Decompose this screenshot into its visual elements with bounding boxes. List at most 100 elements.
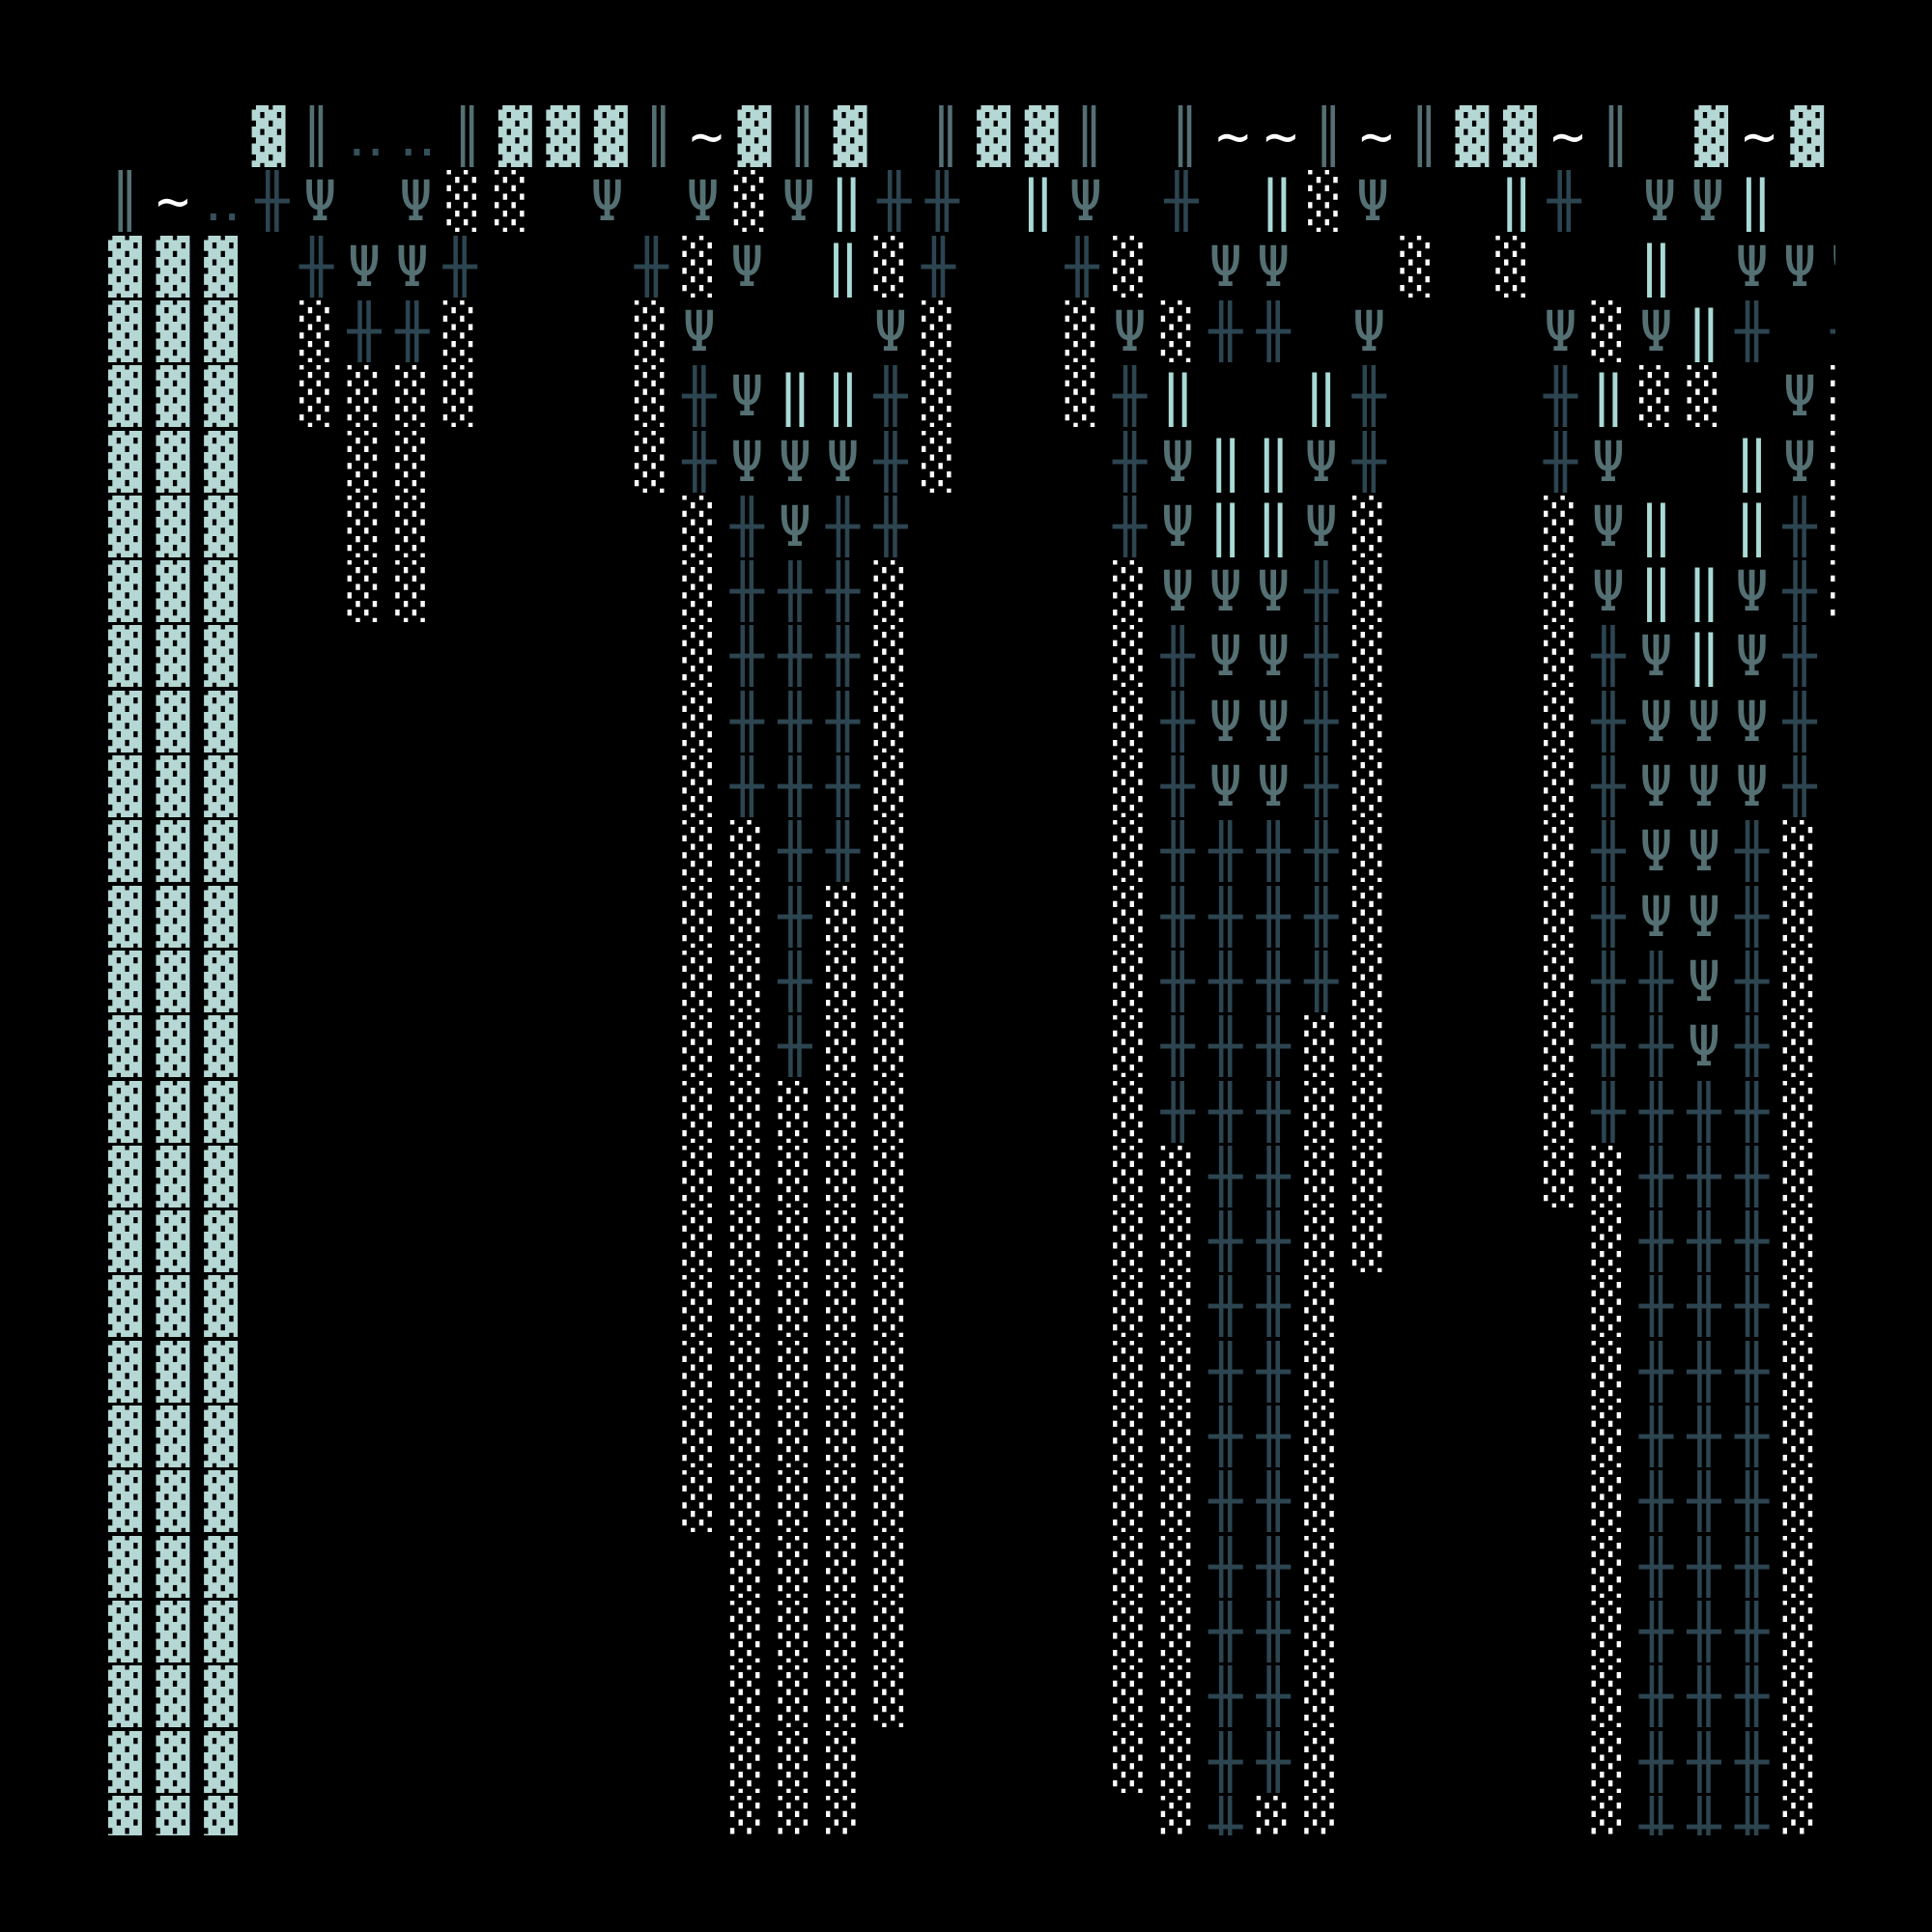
blank-cell [491,1146,539,1208]
dense-block-glyph: ▓ [156,430,205,493]
dot-shade-glyph: ░ [395,365,443,428]
cross-glyph: ╫ [347,299,396,362]
dot-shade-glyph: ░ [922,365,970,428]
dot-shade-glyph: ░ [682,1275,730,1338]
blank-cell [443,755,492,817]
blank-cell [970,1210,1018,1272]
art-row: ▓▓▓ ░░ ░╫Ψ╫╫ ╫Ψ‖‖Ψ░ ░Ψ‖ ‖╫░ [108,496,1835,557]
blank-cell [252,1406,300,1467]
blank-cell [348,95,396,102]
cross-glyph: ╫ [1591,1080,1639,1143]
dense-block-glyph: ▓ [204,820,252,883]
blank-cell [1831,951,1835,1012]
blank-cell [156,105,205,167]
blank-cell [348,1536,396,1598]
blank-cell [635,1665,683,1727]
blank-cell [1495,1796,1544,1835]
blank-cell [635,1341,683,1403]
dense-block-glyph: ▓ [108,690,156,753]
dot-shade-glyph: ░ [825,1406,874,1467]
dot-shade-glyph: ░ [922,299,970,362]
blank-cell [586,1406,635,1467]
dense-block-glyph: ▓ [108,1340,156,1403]
blank-cell [1017,1081,1065,1143]
blank-cell [348,820,396,882]
blank-cell [586,1015,635,1077]
blank-cell [1400,1536,1448,1598]
dot-shade-glyph: ░ [1782,1730,1832,1793]
blank-cell [1017,886,1065,948]
dot-shade-glyph: ░ [1304,1210,1352,1273]
blank-cell [1595,170,1643,232]
dot-shade-glyph: ░ [1351,625,1401,688]
dot-shade-glyph: ░ [1543,820,1592,883]
psi-glyph: Ψ [1256,690,1305,753]
dot-shade-glyph: ░ [1113,1406,1161,1467]
blank-cell [1400,625,1448,687]
blank-cell [635,1536,683,1598]
dot-shade-glyph: ░ [682,1015,730,1078]
tilde-glyph: ~ [1742,105,1791,167]
dot-shade-glyph: ░ [778,1470,826,1533]
dot-shade-glyph: ░ [1591,1406,1639,1467]
blank-cell [1544,236,1592,298]
blank-cell [1257,365,1305,427]
dot-shade-glyph: ░ [1113,625,1161,688]
blank-cell [539,431,587,493]
blank-cell [252,1146,300,1208]
blank-cell [1802,95,1835,102]
psi-glyph: Ψ [1687,885,1736,948]
blank-cell [299,625,348,687]
dense-block-glyph: ▓ [156,1275,205,1338]
art-row: ▓▓▓ ░░╫░░ ░╫╫╫╫░ ░╫╫Ψ╫░ [108,951,1835,1012]
blank-cell [299,1665,348,1727]
blank-cell [970,365,1018,427]
dot-shade-glyph: ░ [1591,299,1639,362]
dot-shade-glyph: ░ [1782,1795,1832,1835]
dense-block-glyph: ▓ [156,1535,205,1598]
psi-glyph: Ψ [686,170,734,233]
art-row: ▓▓▓ ░░░░ ░░╫╫░ ░╫╫╫░ [108,1536,1835,1598]
blank-cell [1831,820,1835,882]
dense-block-glyph: ▓ [108,1406,156,1467]
psi-glyph: Ψ [1782,430,1832,493]
dot-shade-glyph: ░ [873,1275,923,1338]
dots-glyph: ‥ [1261,95,1312,102]
blank-cell [1495,820,1544,882]
teal-bars-glyph: ‖ [1639,560,1688,623]
dot-shade-glyph: ░ [1591,1145,1639,1208]
dot-shade-glyph: ░ [825,1600,874,1662]
blank-cell [395,1406,443,1467]
dot-shade-glyph: ░ [873,1015,923,1078]
dot-shade-glyph: ░ [1543,625,1592,688]
cross-glyph: ╫ [1639,1665,1688,1728]
blank-cell [491,820,539,882]
blank-cell [1551,95,1600,102]
cross-glyph: ╫ [825,755,874,817]
art-row: ▓▓▓ ╫ΨΨ╫ ╫░Ψ ‖░╫ ╫░ ΨΨ ░ ░ ‖ ΨΨΨ [108,236,1835,298]
blank-cell [1495,1341,1544,1403]
dot-shade-glyph: ░ [1351,1145,1401,1208]
blank-cell [682,1536,730,1598]
psi-glyph: Ψ [1543,299,1592,362]
blank-cell [443,1536,492,1598]
blank-cell [922,755,970,817]
dot-shade-glyph: ░ [873,690,923,753]
dot-shade-glyph: ░ [1113,1665,1161,1728]
cross-glyph: ╫ [1735,950,1783,1012]
blank-cell [826,300,874,362]
dense-block-glyph: ▓ [204,1470,252,1533]
cross-glyph: ╫ [1256,1210,1305,1273]
dot-shade-glyph: ░ [682,1406,730,1467]
blank-cell [395,886,443,948]
dense-block-glyph: ▓ [204,1795,252,1835]
blank-cell [1448,1341,1496,1403]
dot-shade-glyph: ░ [825,1535,874,1598]
blank-cell [1400,820,1448,882]
blank-cell [1065,755,1114,817]
dot-shade-glyph: ░ [825,1210,874,1273]
blank-cell [1065,431,1114,493]
blank-cell [1017,1665,1065,1727]
blank-cell [1688,236,1736,298]
art-row: ▓▓▓ ░░░░ ░╫Ψ‖‖╫░ ░╫‖ ‖╫ ╫‖░░ Ψ░ [108,365,1835,427]
